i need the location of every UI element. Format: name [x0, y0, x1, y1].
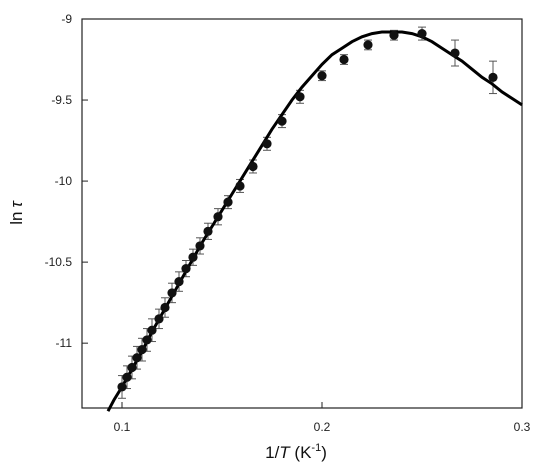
data-points	[117, 28, 498, 392]
y-axis-label: lnτ	[7, 200, 26, 225]
data-point-15	[213, 212, 223, 222]
x-tick-label-0: 0.1	[114, 420, 131, 434]
data-point-26	[417, 28, 427, 39]
data-point-16	[223, 197, 233, 207]
data-point-17	[235, 181, 245, 191]
data-point-19	[262, 139, 272, 149]
data-point-22	[317, 71, 327, 81]
data-point-0	[117, 382, 127, 392]
y-axis: -9 -9.5 -10 -10.5 -11	[45, 12, 88, 350]
data-point-24	[363, 40, 373, 50]
data-point-14	[203, 226, 213, 236]
data-point-9	[167, 288, 177, 298]
y-tick-label-3: -10.5	[45, 255, 73, 269]
data-point-13	[195, 241, 205, 251]
y-tick-label-4: -11	[56, 336, 73, 350]
x-tick-label-1: 0.2	[314, 420, 331, 434]
data-point-25	[389, 30, 399, 40]
data-point-4	[137, 345, 147, 355]
data-point-3	[132, 353, 142, 363]
data-point-27	[450, 48, 460, 58]
data-point-23	[339, 54, 349, 65]
fit-curve	[106, 30, 523, 412]
y-tick-label-2: -10	[55, 174, 73, 188]
data-point-28	[488, 72, 498, 82]
x-axis: 0.1 0.2 0.3	[114, 402, 531, 434]
y-tick-label-1: -9.5	[51, 93, 72, 107]
data-point-12	[188, 252, 198, 262]
data-point-8	[160, 302, 170, 313]
x-axis-label: 1/T (K-1)	[265, 442, 327, 462]
plot-area-frame	[81, 18, 523, 409]
data-point-21	[295, 92, 305, 102]
data-point-1	[122, 372, 132, 382]
data-point-11	[181, 264, 191, 274]
data-point-7	[154, 314, 164, 324]
data-point-2	[127, 362, 137, 373]
data-point-18	[248, 161, 258, 172]
x-tick-label-2: 0.3	[514, 420, 531, 434]
data-point-10	[174, 276, 184, 287]
data-point-5	[142, 335, 152, 345]
data-point-6	[147, 325, 157, 335]
data-point-20	[277, 116, 287, 126]
y-tick-label-0: -9	[61, 12, 72, 26]
